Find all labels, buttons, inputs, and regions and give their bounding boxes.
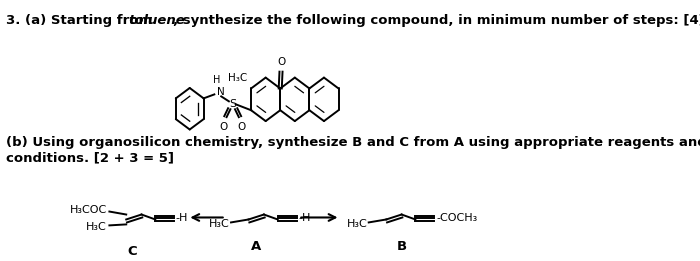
Text: (b) Using organosilicon chemistry, synthesize B and C from A using appropriate r: (b) Using organosilicon chemistry, synth… [6, 137, 700, 149]
Text: C: C [127, 245, 137, 258]
Text: H₃C: H₃C [346, 220, 368, 229]
Text: H₃C: H₃C [228, 73, 247, 82]
Text: B: B [396, 240, 407, 253]
Text: S: S [229, 99, 237, 109]
Text: N: N [216, 87, 225, 97]
Text: , synthesize the following compound, in minimum number of steps: [4]: , synthesize the following compound, in … [173, 14, 700, 27]
Text: O: O [277, 57, 285, 67]
Text: -H: -H [176, 213, 188, 223]
Text: toluene: toluene [129, 14, 186, 27]
Text: H: H [213, 75, 220, 85]
Text: -H: -H [298, 213, 311, 223]
Text: O: O [238, 122, 246, 132]
Text: 3. (a) Starting from: 3. (a) Starting from [6, 14, 157, 27]
Text: conditions. [2 + 3 = 5]: conditions. [2 + 3 = 5] [6, 151, 174, 164]
Text: H₃COC: H₃COC [70, 205, 107, 215]
Text: H₃C: H₃C [86, 222, 107, 232]
Text: -COCH₃: -COCH₃ [436, 213, 477, 223]
Text: H₃C: H₃C [209, 220, 230, 229]
Text: O: O [219, 122, 228, 132]
Text: A: A [251, 240, 261, 253]
